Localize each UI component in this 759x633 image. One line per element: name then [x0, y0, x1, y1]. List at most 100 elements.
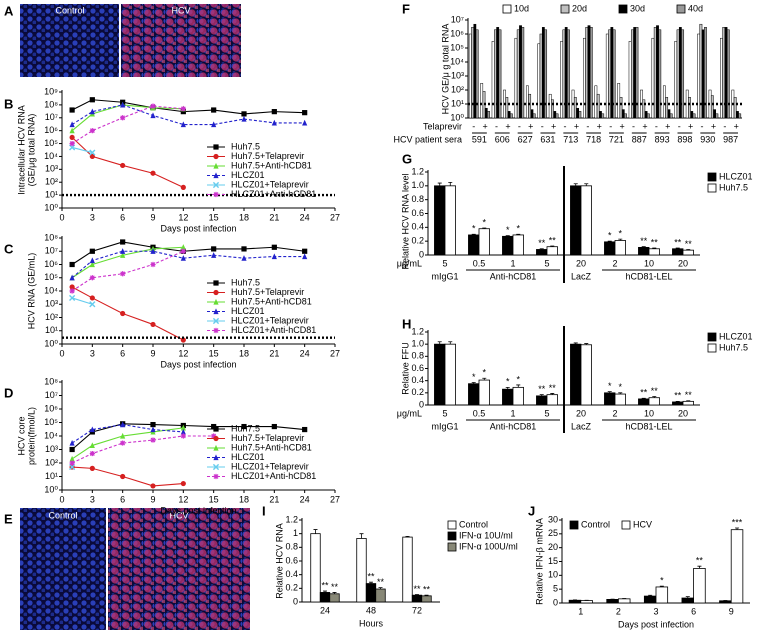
legend-label: Huh7.5+Telaprevir [231, 151, 304, 161]
x-tick-label: 20 [576, 408, 586, 418]
marker [120, 115, 126, 121]
bar [612, 29, 616, 119]
bar [468, 383, 480, 406]
legend-marker [213, 308, 219, 315]
bar [310, 533, 321, 603]
marker [69, 140, 75, 147]
bar [536, 249, 548, 256]
error-bar [378, 587, 383, 590]
y-tick-label: 0.6 [411, 363, 424, 373]
x-tick-label: 1 [510, 408, 515, 418]
marker [120, 252, 126, 258]
marker [89, 275, 95, 281]
bar [555, 113, 559, 119]
x-axis-label: Days post infection [160, 223, 236, 233]
y-tick-label: 0 [419, 399, 424, 409]
error-bar [539, 248, 544, 250]
marker [150, 170, 156, 176]
bar [704, 27, 707, 119]
y-tick-label: 25 [548, 528, 558, 538]
x-tick-label: + [574, 121, 579, 131]
bar [468, 33, 472, 119]
legend-label: IFN-α 10U/ml [459, 530, 513, 540]
error-bar [516, 233, 521, 235]
error-bar [648, 594, 653, 597]
marker [271, 244, 277, 250]
legend-marker [213, 162, 219, 169]
bar [546, 246, 558, 256]
bar [681, 597, 694, 604]
bar [605, 33, 609, 119]
x-tick-label: 0.5 [473, 258, 486, 268]
bar [507, 111, 511, 119]
error-bar [641, 397, 646, 399]
legend-marker [212, 463, 220, 471]
bar [402, 536, 413, 603]
bar [468, 234, 480, 256]
x-tick-label: + [688, 121, 693, 131]
marker [120, 239, 126, 245]
y-tick-label: 0.8 [285, 542, 298, 552]
marker [69, 121, 75, 128]
bar [576, 107, 579, 119]
marker [89, 465, 95, 471]
x-tick-label: 6 [120, 212, 125, 222]
bar [644, 111, 648, 119]
bar [594, 85, 598, 119]
y-tick-label: 10⁶ [44, 403, 58, 413]
legend-swatch [707, 172, 717, 182]
significance-label: ** [685, 390, 693, 400]
bar [484, 107, 488, 119]
bar [655, 586, 669, 604]
bar [444, 343, 456, 406]
line [71, 137, 184, 188]
bar [648, 397, 660, 406]
significance-label: ** [651, 237, 659, 247]
y-tick-label: 10² [45, 312, 58, 322]
bar [665, 97, 669, 119]
x-tick-label: 3 [90, 348, 95, 358]
significance-label: ** [538, 384, 546, 394]
y-axis-label: (GE/μg total RNA) [26, 114, 36, 187]
x-tick-label: 20 [576, 258, 586, 268]
bar [624, 113, 627, 119]
marker [150, 248, 156, 254]
legend-label: Huh7.5+Anti-hCD81 [231, 442, 312, 452]
marker [211, 433, 217, 439]
marker [120, 310, 126, 317]
marker [180, 433, 186, 439]
y-tick-label: 1.0 [411, 339, 424, 349]
marker [180, 255, 186, 261]
y-tick-label: 0.2 [411, 387, 424, 397]
x-tick-label: 27 [330, 348, 340, 358]
x-axis-label: Days post infection [618, 619, 694, 629]
y-tick-label: 10³ [45, 444, 58, 454]
legend-label: Huh7.5+Telaprevir [231, 433, 304, 443]
error-bar [573, 183, 578, 186]
bar [434, 185, 446, 256]
marker [180, 244, 186, 250]
error-bar [641, 246, 646, 248]
x-tick-label: 72 [412, 605, 422, 615]
x-tick-label: + [505, 121, 510, 131]
bar [720, 37, 723, 119]
marker [180, 480, 186, 487]
bar [651, 37, 655, 119]
legend-marker [212, 181, 220, 189]
y-tick-label: 0.2 [285, 583, 298, 593]
y-tick-label: 10⁷ [45, 246, 58, 256]
bar [319, 592, 331, 603]
bar [667, 109, 671, 119]
y-tick-label: 0.8 [411, 351, 424, 361]
marker [89, 442, 95, 449]
y-tick-label: 10² [451, 84, 464, 94]
legend-label: HLCZ01+Telaprevir [231, 179, 309, 189]
group-label: LacZ [571, 271, 592, 281]
bar [614, 240, 626, 256]
bar [530, 109, 534, 119]
panel-letter: E [4, 511, 13, 526]
x-tick-label: 18 [239, 212, 249, 222]
significance-label: * [506, 377, 510, 387]
legend-marker [213, 153, 219, 160]
bar [548, 93, 552, 119]
